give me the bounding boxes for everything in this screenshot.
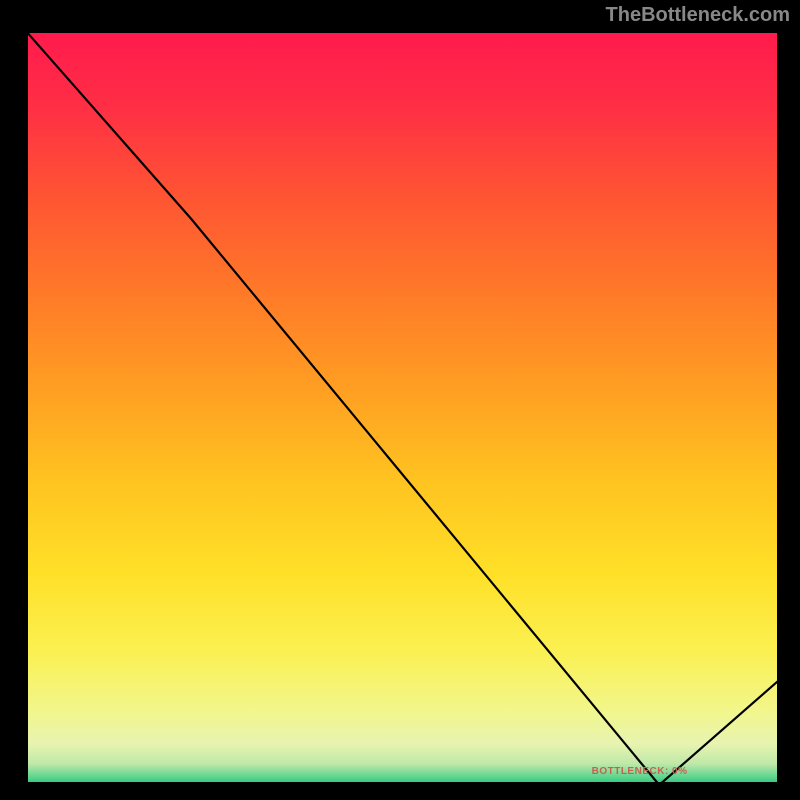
valley-label: BOTTLENECK: 0% bbox=[592, 766, 688, 777]
watermark-text: TheBottleneck.com bbox=[606, 4, 790, 27]
chart-container: TheBottleneck.com BOTTLENECK: 0% bbox=[0, 0, 800, 800]
bottleneck-chart bbox=[25, 30, 780, 785]
plot-wrapper bbox=[25, 30, 780, 785]
